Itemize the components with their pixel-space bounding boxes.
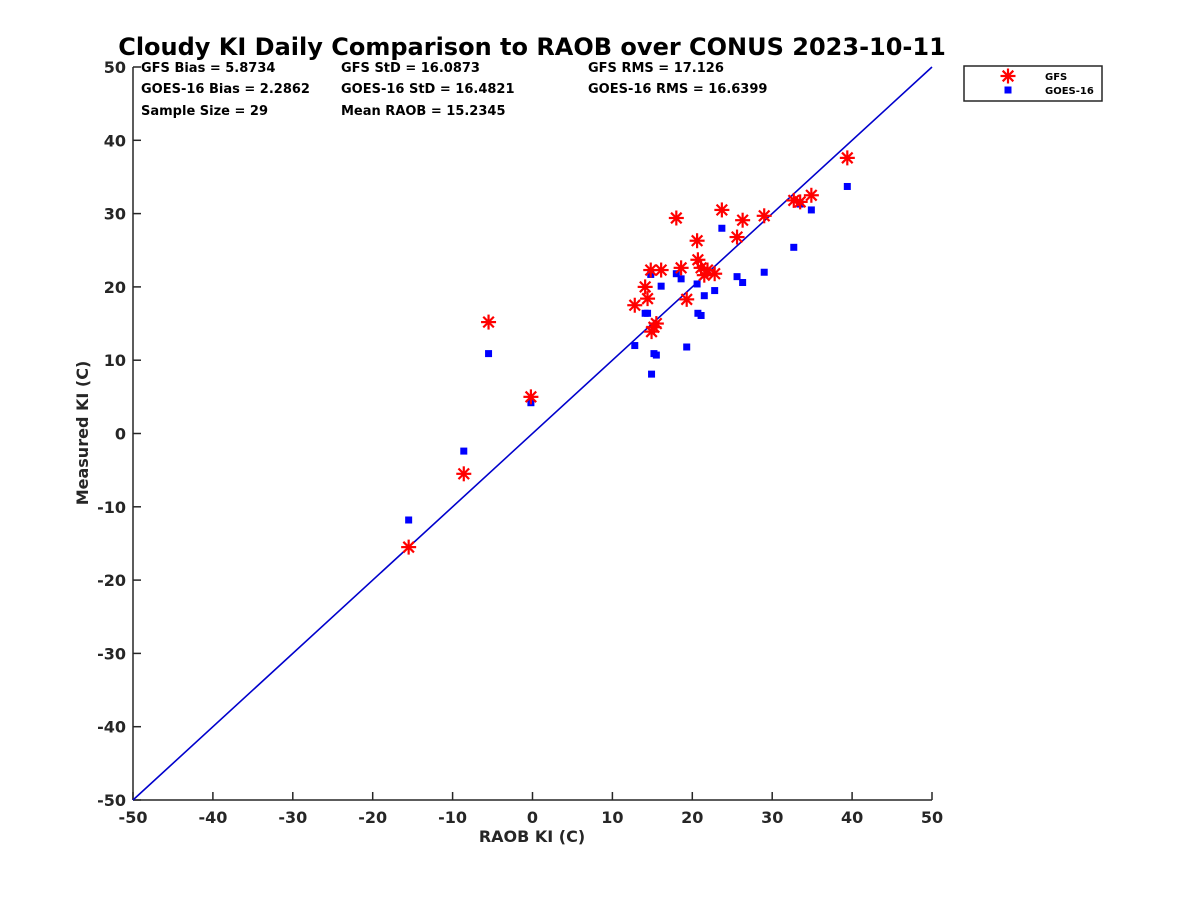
- y-tick-label: 30: [104, 205, 126, 224]
- y-tick-label: -30: [97, 644, 126, 663]
- gfs-point: [640, 291, 656, 307]
- goes16-point: [648, 370, 656, 378]
- y-tick-label: -50: [97, 791, 126, 810]
- gfs-point: [401, 539, 417, 555]
- stat-annotation: Sample Size = 29: [141, 104, 268, 119]
- goes16-point: [677, 275, 685, 283]
- stat-annotation: GFS StD = 16.0873: [341, 61, 480, 76]
- goes16-point: [760, 268, 768, 276]
- goes16-point: [739, 279, 747, 287]
- plot-axes: -50 -40 -30 -20 -10 0 10 20 30 40 50 -50 -40 -30 -20 -1…: [97, 58, 943, 827]
- x-axis-label: RAOB KI (C): [479, 827, 585, 846]
- gfs-point: [456, 466, 472, 482]
- gfs-point: [627, 297, 643, 313]
- gfs-point: [839, 150, 855, 166]
- gfs-point: [643, 262, 659, 278]
- goes16-point: [807, 206, 815, 214]
- gfs-point: [803, 187, 819, 203]
- goes16-point: [843, 182, 851, 190]
- legend-label: GOES-16: [1045, 86, 1094, 97]
- gfs-point: [653, 262, 669, 278]
- legend-gfs-marker: [1000, 68, 1016, 84]
- y-tick-label: 0: [115, 425, 126, 444]
- goes16-point: [718, 224, 726, 232]
- stat-annotation: GFS RMS = 17.126: [588, 61, 724, 76]
- x-tick-label: -40: [198, 808, 227, 827]
- gfs-point: [673, 260, 689, 276]
- legend-box: [963, 65, 1103, 102]
- gfs-point: [792, 194, 808, 210]
- statistics-annotations: GFS Bias = 5.8734 GFS StD = 16.0873 GFS RM…: [141, 61, 767, 119]
- legend-label: GFS: [1045, 72, 1067, 83]
- x-tick-label: -20: [358, 808, 387, 827]
- y-tick-label: -10: [97, 498, 126, 517]
- stat-annotation: GOES-16 Bias = 2.2862: [141, 82, 310, 97]
- gfs-point: [735, 212, 751, 228]
- y-tick-label: 50: [104, 58, 126, 77]
- x-tick-label: -50: [119, 808, 148, 827]
- y-tick-label: 20: [104, 278, 126, 297]
- goes16-point: [485, 350, 493, 358]
- goes16-point: [693, 280, 701, 288]
- gfs-point: [523, 389, 539, 405]
- data-points-layer: [401, 150, 855, 555]
- x-tick-label: 30: [761, 808, 783, 827]
- gfs-point: [707, 266, 723, 282]
- x-tick-label: -10: [438, 808, 467, 827]
- x-tick-label: 50: [921, 808, 943, 827]
- gfs-point: [668, 210, 684, 226]
- goes16-point: [657, 282, 665, 290]
- gfs-point: [689, 233, 705, 249]
- gfs-point: [637, 279, 653, 295]
- gfs-point: [648, 316, 664, 332]
- goes16-point: [631, 342, 639, 350]
- goes16-point: [652, 351, 660, 359]
- stat-annotation: GOES-16 RMS = 16.6399: [588, 82, 767, 97]
- one-to-one-line: [132, 66, 933, 801]
- y-axis-label: Measured KI (C): [73, 361, 92, 506]
- gfs-point: [756, 208, 772, 224]
- goes16-point: [405, 516, 413, 524]
- legend: GFS GOES-16: [963, 65, 1103, 102]
- gfs-point: [729, 229, 745, 245]
- legend-goes16-marker: [1004, 86, 1012, 94]
- goes16-point: [733, 273, 741, 281]
- gfs-point: [481, 314, 497, 330]
- y-tick-label: -20: [97, 571, 126, 590]
- chart-title: Cloudy KI Daily Comparison to RAOB over …: [118, 33, 946, 61]
- gfs-point: [679, 291, 695, 307]
- x-tick-label: -30: [278, 808, 307, 827]
- goes16-point: [683, 343, 691, 351]
- goes16-point: [700, 292, 708, 300]
- stat-annotation: Mean RAOB = 15.2345: [341, 104, 506, 119]
- goes16-point: [460, 447, 468, 455]
- goes16-point: [644, 309, 652, 317]
- x-tick-label: 20: [681, 808, 703, 827]
- y-tick-label: -40: [97, 718, 126, 737]
- goes16-point: [672, 270, 680, 278]
- stat-annotation: GOES-16 StD = 16.4821: [341, 82, 515, 97]
- stat-annotation: GFS Bias = 5.8734: [141, 61, 275, 76]
- x-tick-label: 10: [601, 808, 623, 827]
- reference-line-layer: [132, 66, 933, 801]
- goes16-point: [711, 287, 719, 295]
- y-tick-label: 40: [104, 131, 126, 150]
- x-tick-label: 0: [527, 808, 538, 827]
- y-tick-label: 10: [104, 351, 126, 370]
- goes16-point: [790, 243, 798, 251]
- gfs-point: [714, 202, 730, 218]
- x-tick-label: 40: [841, 808, 863, 827]
- goes16-point: [697, 311, 705, 319]
